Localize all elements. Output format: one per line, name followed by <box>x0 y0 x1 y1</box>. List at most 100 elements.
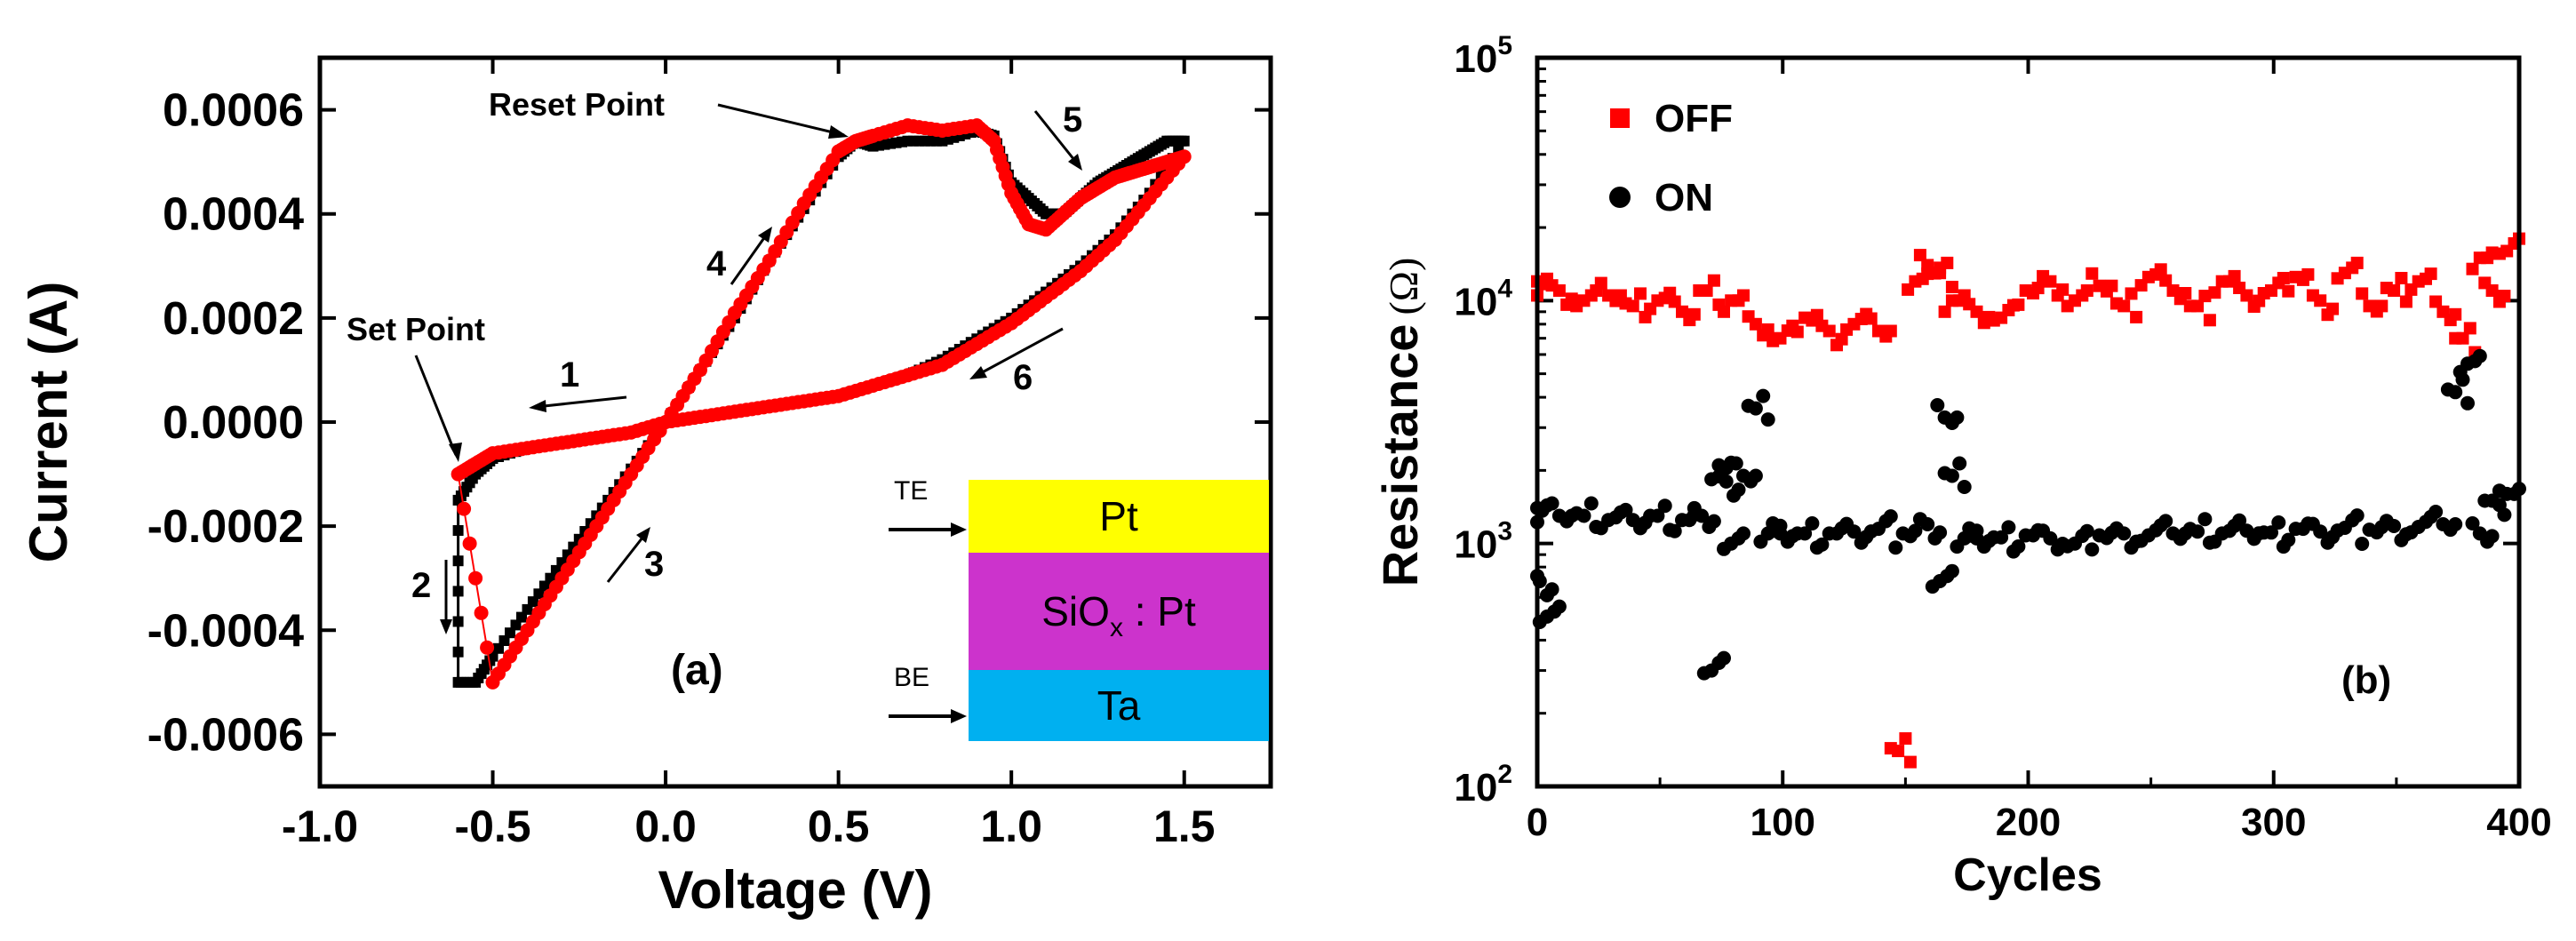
panel-b: 0 100 200 300 400 102 103 104 105 Cycles Resista… <box>1372 31 2552 901</box>
set-point-arrowhead <box>449 443 462 462</box>
off-resistance-point <box>2314 294 2327 307</box>
off-resistance-point <box>1707 274 1720 287</box>
on-resistance-point <box>2043 530 2058 546</box>
on-resistance-point <box>2448 517 2463 531</box>
off-resistance-point <box>2429 295 2443 308</box>
reset-point-arrow <box>717 103 845 137</box>
iv-point-red <box>462 536 477 551</box>
off-resistance-point <box>1864 312 1878 325</box>
off-resistance-point <box>1700 284 1713 297</box>
off-resistance-point <box>2086 267 2099 280</box>
step-6-arrowhead <box>969 366 987 379</box>
on-resistance-point <box>1814 537 1830 552</box>
on-resistance-point <box>1706 514 1721 529</box>
off-resistance-point <box>1822 324 1836 338</box>
be-label: BE <box>894 663 929 692</box>
panel-a-y-tick-label: -0.0002 <box>148 501 304 553</box>
iv-point-red <box>480 640 495 655</box>
off-resistance-point <box>2282 284 2295 298</box>
on-resistance-point <box>1930 398 1945 412</box>
on-resistance-point <box>1920 517 1935 531</box>
on-resistance-point <box>2472 348 2487 363</box>
layer-top-electrode <box>969 480 1269 553</box>
legend-off-marker <box>1610 108 1630 128</box>
on-resistance-point <box>2117 526 2132 541</box>
iv-point-black <box>452 525 464 536</box>
on-resistance-point <box>2428 505 2444 519</box>
panel-b-x-tick-label: 100 <box>1751 801 1815 844</box>
on-resistance-point <box>1883 509 1898 524</box>
off-resistance-point <box>1790 325 1804 339</box>
off-resistance-point <box>2130 310 2143 323</box>
panel-b-y-tick-label: 103 <box>1454 517 1512 567</box>
off-resistance-point <box>2375 299 2389 313</box>
on-resistance-point <box>1994 530 2009 545</box>
off-resistance-point <box>1913 249 1926 262</box>
layer-switching-label: SiOx : Pt <box>1041 588 1196 642</box>
on-resistance-point <box>1544 496 1559 511</box>
off-resistance-point <box>1903 755 1917 769</box>
off-resistance-point <box>2159 274 2173 287</box>
panel-a-series <box>451 118 1192 690</box>
panel-b-y-tick-label: 102 <box>1454 760 1512 809</box>
step-5-arrowhead <box>1068 154 1082 171</box>
iv-point-red <box>457 501 472 516</box>
on-resistance-point <box>1551 599 1567 614</box>
step-5-arrow <box>1033 110 1080 165</box>
set-point-label: Set Point <box>347 311 485 347</box>
panel-a: -1.0 -0.5 0.0 0.5 1.0 1.5 0.0006 0.0004 0.0002 0.… <box>19 55 1273 920</box>
off-resistance-point <box>2388 284 2401 297</box>
panel-a-y-tick-label: 0.0006 <box>163 85 304 137</box>
off-resistance-point <box>2498 290 2511 303</box>
off-resistance-point <box>2198 290 2212 303</box>
panel-a-x-tick-label: 1.0 <box>980 801 1042 851</box>
on-resistance-point <box>2197 512 2213 527</box>
off-resistance-point <box>1892 745 1905 758</box>
step-6-label: 6 <box>1013 358 1033 397</box>
off-resistance-point <box>1970 305 1983 318</box>
on-resistance-point <box>1952 456 1967 471</box>
panel-a-x-tick-label: -1.0 <box>282 801 358 851</box>
on-resistance-point <box>2011 539 2026 554</box>
off-resistance-point <box>1634 287 1647 300</box>
panel-a-y-tick-label: 0.0002 <box>163 293 304 345</box>
on-resistance-point <box>1888 540 1903 555</box>
device-stack-inset: Pt SiOx : Pt Ta TE BE <box>889 476 1269 741</box>
off-resistance-point <box>1899 732 1912 746</box>
on-resistance-point <box>2085 542 2100 557</box>
off-resistance-point <box>2466 262 2479 275</box>
legend-off-label: OFF <box>1655 97 1733 140</box>
on-resistance-point <box>1766 516 1781 530</box>
on-resistance-point <box>2492 498 2507 513</box>
panel-b-frame <box>1535 55 2522 789</box>
panel-a-y-tick-label: 0.0004 <box>163 189 304 241</box>
on-resistance-point <box>1650 508 1665 523</box>
iv-point-black <box>1178 135 1190 147</box>
on-resistance-point <box>1908 523 1923 538</box>
layer-top-electrode-label: Pt <box>1099 493 1138 539</box>
iv-point-black <box>452 494 464 506</box>
on-resistance-point <box>1748 468 1763 483</box>
on-resistance-point <box>2355 537 2370 551</box>
off-resistance-point <box>1884 324 1897 338</box>
step-1-arrow <box>535 395 627 409</box>
layer-switching <box>969 553 1269 670</box>
step-2-arrowhead <box>440 619 452 634</box>
off-resistance-point <box>1718 305 1730 318</box>
off-resistance-point <box>2240 289 2253 302</box>
on-resistance-point <box>2271 515 2286 530</box>
off-resistance-point <box>2105 279 2118 292</box>
off-resistance-point <box>1687 307 1701 321</box>
on-resistance-point <box>1957 480 1972 494</box>
step-3-arrowhead <box>636 527 650 543</box>
panel-b-series <box>1530 232 2526 769</box>
on-resistance-point <box>2190 524 2205 539</box>
on-resistance-point <box>1717 650 1731 666</box>
step-6-arrow <box>977 327 1064 377</box>
iv-point-red <box>468 570 483 586</box>
off-resistance-point <box>2179 287 2192 299</box>
iv-point-black <box>452 616 464 627</box>
panel-a-y-axis-title: Current (A) <box>19 282 78 563</box>
on-resistance-point <box>1944 468 1959 483</box>
